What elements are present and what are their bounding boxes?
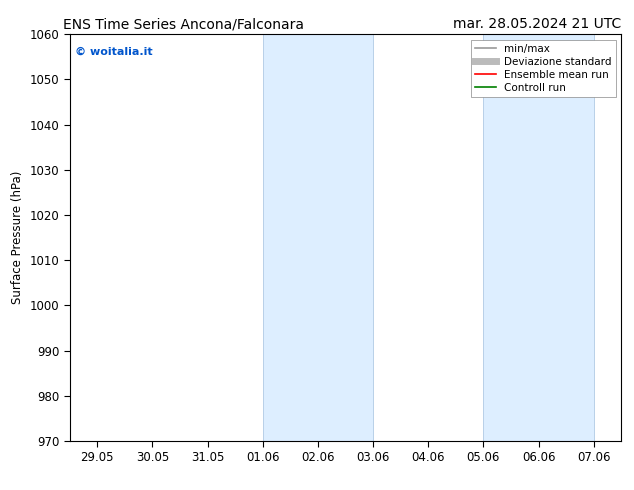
Bar — [483, 34, 593, 441]
Text: ENS Time Series Ancona/Falconara: ENS Time Series Ancona/Falconara — [63, 17, 304, 31]
Legend: min/max, Deviazione standard, Ensemble mean run, Controll run: min/max, Deviazione standard, Ensemble m… — [471, 40, 616, 97]
Bar — [262, 34, 373, 441]
Text: © woitalia.it: © woitalia.it — [75, 47, 153, 56]
Y-axis label: Surface Pressure (hPa): Surface Pressure (hPa) — [11, 171, 24, 304]
Text: mar. 28.05.2024 21 UTC: mar. 28.05.2024 21 UTC — [453, 17, 621, 31]
